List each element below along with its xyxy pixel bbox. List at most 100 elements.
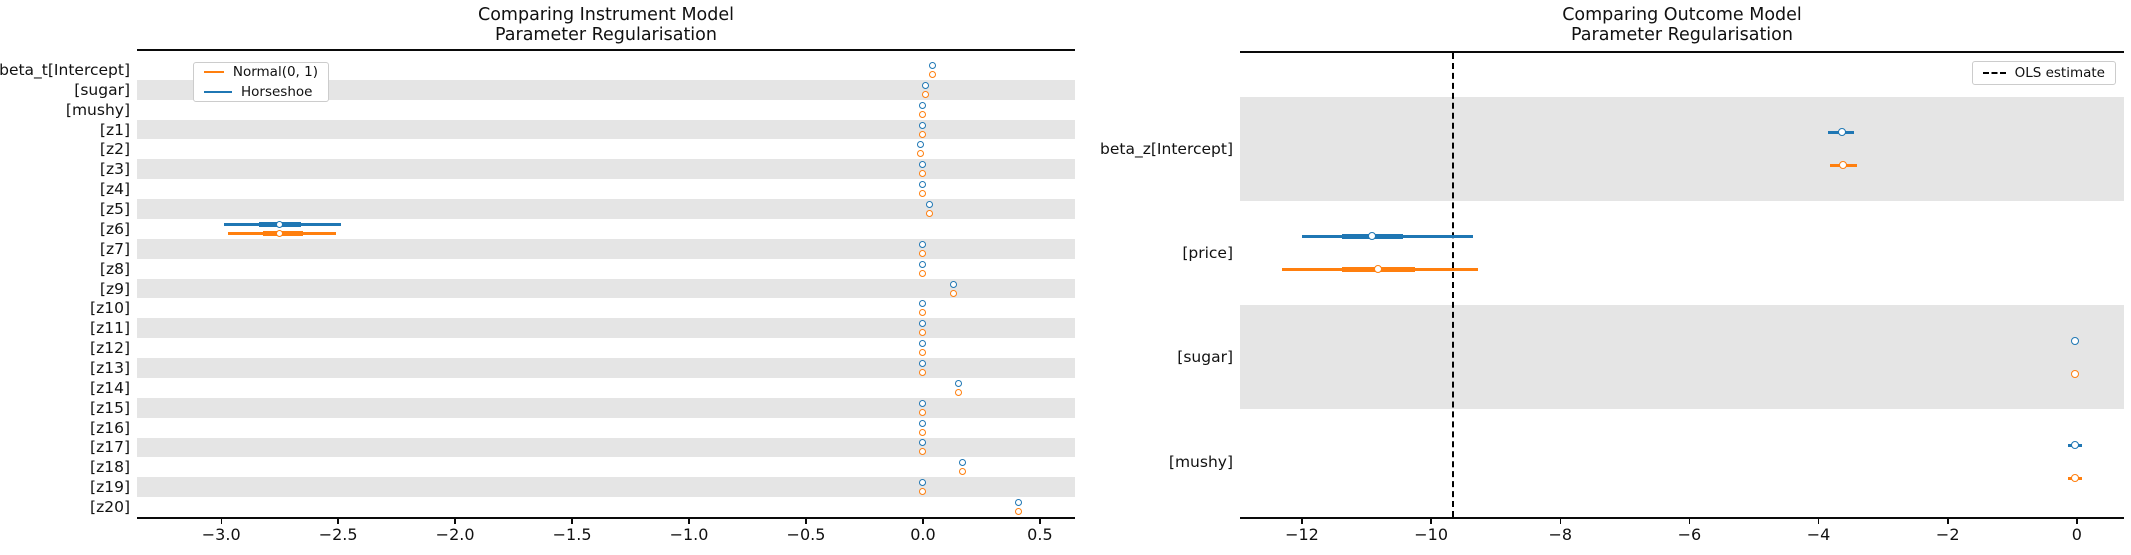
y-tick-label: [z5]: [99, 200, 130, 219]
normal-mean-marker: [919, 488, 927, 496]
dashed-line-sample-icon: [1983, 72, 2006, 74]
x-tick-label: −0.5: [786, 525, 826, 544]
y-tick-label: [z9]: [99, 279, 130, 298]
normal-mean-marker: [919, 408, 927, 416]
row-shading-band: [137, 318, 1075, 339]
normal-mean-marker: [919, 368, 927, 376]
row-shading-band: [137, 199, 1075, 219]
horseshoe-mean-marker: [919, 419, 927, 427]
x-tick-mark: [571, 518, 573, 524]
plot-title-line2: Parameter Regularisation: [495, 24, 717, 45]
horseshoe-mean-marker: [919, 161, 927, 169]
horseshoe-mean-marker: [919, 101, 927, 109]
horseshoe-mean-marker: [919, 181, 927, 189]
row-shading-band: [137, 119, 1075, 140]
x-tick-label: −6: [1677, 525, 1702, 544]
x-tick-mark: [1039, 518, 1041, 524]
y-tick-label: [z2]: [99, 140, 130, 159]
horseshoe-mean-marker: [921, 81, 929, 89]
horseshoe-mean-marker: [1015, 499, 1023, 507]
x-tick-mark: [1430, 518, 1432, 524]
horseshoe-mean-marker: [959, 459, 967, 467]
horseshoe-mean-marker: [949, 280, 957, 288]
instrument-plot-title: Comparing Instrument Model Parameter Reg…: [137, 5, 1075, 45]
normal-mean-marker: [917, 150, 925, 158]
y-tick-label: [z10]: [90, 299, 130, 318]
y-tick-label: [z14]: [90, 378, 130, 397]
y-tick-label: [z1]: [99, 120, 130, 139]
normal-mean-marker: [919, 329, 927, 337]
outcome-plot-title: Comparing Outcome Model Parameter Regula…: [1240, 5, 2124, 45]
plot-title-line1: Comparing Instrument Model: [477, 5, 734, 25]
x-tick-mark: [1817, 518, 1820, 524]
row-shading-band: [137, 437, 1075, 458]
horseshoe-mean-marker: [926, 201, 934, 209]
horseshoe-mean-marker: [2070, 336, 2079, 345]
x-tick-label: −2: [1935, 525, 1960, 544]
row-shading-band: [1240, 96, 2124, 201]
y-tick-label: [sugar]: [74, 80, 130, 99]
normal-mean-marker: [919, 349, 927, 357]
normal-mean-marker: [919, 269, 927, 277]
x-tick-mark: [220, 518, 222, 524]
normal-mean-marker: [919, 309, 927, 317]
horseshoe-mean-marker: [919, 121, 927, 129]
x-tick-label: 0: [2071, 525, 2082, 544]
legend: OLS estimate: [1972, 61, 2116, 85]
horseshoe-mean-marker: [2070, 441, 2079, 450]
y-tick-label: [z12]: [90, 339, 130, 358]
normal-mean-marker: [919, 130, 927, 138]
normal-mean-marker: [919, 448, 927, 456]
legend-item: Normal(0, 1): [204, 65, 318, 79]
horseshoe-mean-marker: [917, 141, 925, 149]
normal-mean-marker: [276, 229, 284, 237]
x-tick-label: −3.0: [201, 525, 241, 544]
x-tick-mark: [337, 518, 339, 524]
row-shading-band: [137, 79, 1075, 100]
horseshoe-mean-marker: [919, 359, 927, 367]
normal-mean-marker: [919, 110, 927, 118]
top-spine: [137, 49, 1075, 51]
horseshoe-mean-marker: [919, 240, 927, 248]
horseshoe-mean-marker: [1837, 128, 1846, 137]
y-tick-label: beta_z[Intercept]: [1100, 139, 1233, 158]
x-tick-label: −4: [1806, 525, 1831, 544]
row-shading-band: [137, 159, 1075, 180]
normal-mean-marker: [2070, 474, 2079, 483]
y-tick-label: [z13]: [90, 358, 130, 377]
normal-mean-marker: [959, 468, 967, 476]
normal-mean-marker: [1839, 161, 1848, 170]
y-tick-label: [z6]: [99, 219, 130, 238]
normal-mean-marker: [928, 70, 936, 78]
x-tick-mark: [1559, 518, 1562, 524]
plot-title-line2: Parameter Regularisation: [1571, 24, 1793, 45]
normal-mean-marker: [926, 210, 934, 218]
legend-label: Horseshoe: [241, 84, 313, 100]
x-tick-label: −1.0: [669, 525, 709, 544]
x-tick-label: 0.0: [910, 525, 936, 544]
line-sample-icon: [204, 90, 232, 94]
x-tick-label: −2.5: [318, 525, 358, 544]
normal-mean-marker: [919, 190, 927, 198]
x-tick-mark: [1301, 518, 1303, 524]
y-tick-label: [mushy]: [1168, 452, 1233, 471]
y-tick-label: [z19]: [90, 478, 130, 497]
quartile-interval-line: [263, 230, 304, 236]
horseshoe-mean-marker: [276, 220, 284, 228]
x-tick-label: −8: [1548, 525, 1573, 544]
legend: Normal(0, 1) Horseshoe: [193, 62, 329, 102]
x-tick-label: 0.5: [1027, 525, 1053, 544]
x-tick-label: −1.5: [552, 525, 592, 544]
x-tick-mark: [1947, 518, 1949, 524]
line-sample-icon: [204, 70, 224, 74]
y-tick-label: [price]: [1182, 243, 1233, 262]
horseshoe-mean-marker: [928, 61, 936, 69]
horseshoe-mean-marker: [919, 340, 927, 348]
horseshoe-mean-marker: [919, 300, 927, 308]
row-shading-band: [137, 397, 1075, 418]
normal-mean-marker: [954, 388, 962, 396]
bottom-spine: [137, 517, 1075, 519]
